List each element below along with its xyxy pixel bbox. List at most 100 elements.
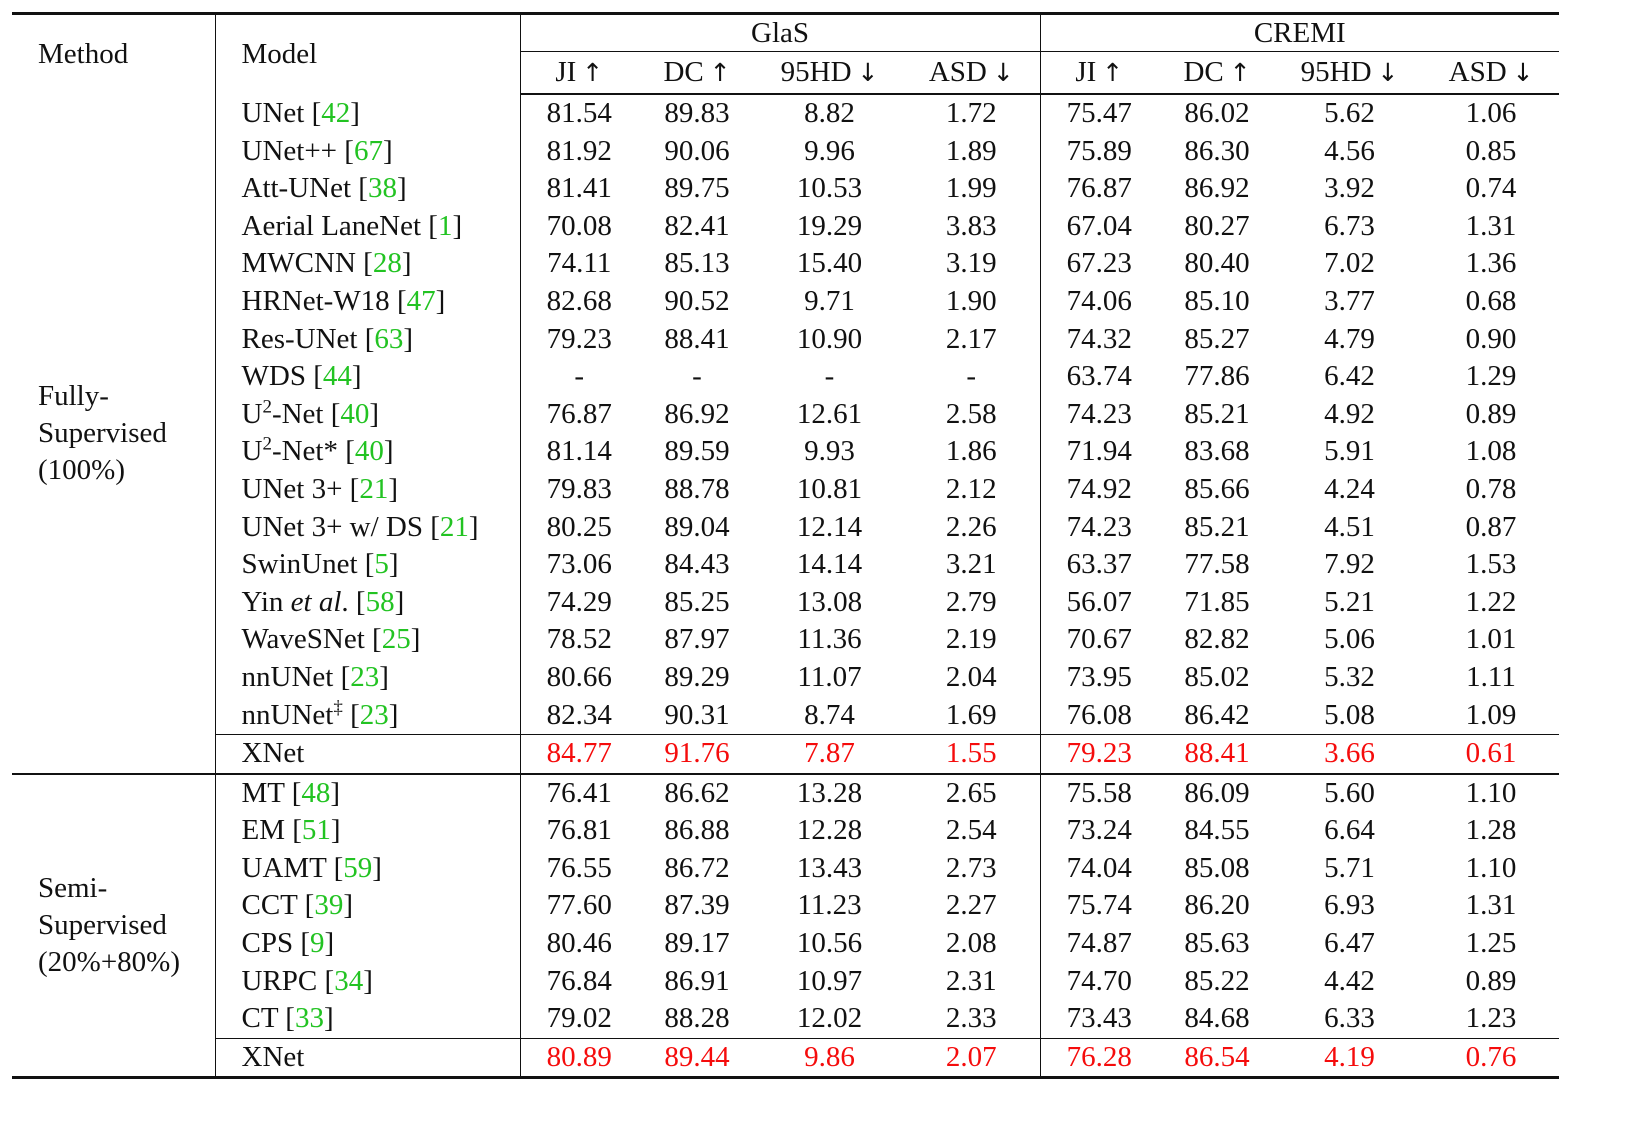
glas-value-cell: 12.14 (796, 510, 863, 543)
glas-value-cell: 8.82 (804, 97, 855, 129)
glas-value-cell: 11.23 (797, 889, 862, 922)
model-name: CCT (241, 889, 298, 922)
glas-value-cell: 74.29 (546, 585, 612, 618)
glas-value-cell: 1.69 (903, 696, 1041, 735)
cremi-value-cell: 86.02 (1184, 97, 1250, 129)
cremi-value-cell: 4.56 (1324, 134, 1375, 167)
model-name-cell: WDS [44] (215, 358, 521, 396)
model-name-cell: XNet (215, 1037, 521, 1078)
glas-value-cell: 13.08 (796, 585, 863, 618)
glas-value-cell: 89.75 (664, 172, 730, 205)
cremi-value-cell: 1.31 (1465, 889, 1517, 922)
model-name: UNet++ (241, 134, 338, 167)
cremi-value-cell: 67.23 (1066, 247, 1132, 280)
model-name: Aerial LaneNet (241, 209, 422, 242)
cremi-value-cell: 85.10 (1184, 284, 1250, 317)
model-name-cell: Att-UNet [38] (215, 170, 521, 208)
model-name-cell: Aerial LaneNet [1] (215, 207, 521, 246)
cremi-value-cell: 0.90 (1465, 322, 1517, 355)
glas-value-cell: 76.55 (546, 851, 612, 884)
table-row: U2-Net* [40] 81.14 89.59 9.93 1.86 71.94 83.68… (12, 433, 1559, 471)
glas-value-cell: 89.29 (664, 660, 730, 693)
section-label: Fully- Supervised (100%) (12, 94, 216, 775)
table-row: URPC [34] 76.84 86.91 10.97 2.31 74.70 85.22 4.… (12, 962, 1559, 1001)
model-name-cell: CT [33] (215, 1000, 521, 1039)
citation-link: 48 (301, 776, 331, 809)
glas-value-cell: 76.87 (546, 397, 612, 430)
glas-value-cell: - (692, 360, 702, 393)
cremi-value-cell: 74.92 (1066, 472, 1132, 505)
glas-value-cell: 79.83 (546, 472, 612, 505)
cremi-value-cell: 73.24 (1066, 814, 1132, 847)
glas-value-cell: 2.73 (903, 849, 1041, 888)
cremi-value-cell: 5.08 (1324, 698, 1375, 731)
glas-value-cell: 19.29 (796, 209, 863, 242)
model-name-suffix: -Net (271, 397, 324, 430)
cremi-metric-header: ASD ↓ (1423, 51, 1560, 95)
model-name: U (241, 397, 263, 430)
metric-label: JI (1075, 56, 1097, 88)
glas-value-cell: 86.72 (664, 851, 730, 884)
glas-value-cell: 90.31 (664, 698, 730, 731)
cremi-value-cell: 5.62 (1324, 97, 1375, 129)
glas-value-cell: 81.54 (546, 97, 612, 129)
cremi-value-cell: 0.89 (1465, 397, 1517, 430)
cremi-value-cell: 76.08 (1066, 698, 1132, 731)
cremi-value-cell: 85.66 (1184, 472, 1250, 505)
cremi-metric-header: JI ↑ (1040, 51, 1158, 95)
cremi-value-cell: 1.31 (1465, 209, 1517, 242)
cremi-value-cell: 0.87 (1465, 510, 1517, 543)
citation-link: 40 (340, 397, 370, 430)
glas-value-cell: 1.90 (903, 282, 1041, 321)
cremi-value-cell: 0.89 (1465, 964, 1517, 997)
cremi-value-cell: 79.23 (1040, 734, 1158, 775)
citation-link: 28 (372, 247, 402, 280)
table-row: Aerial LaneNet [1] 70.08 82.41 19.29 3.83 67.… (12, 207, 1559, 246)
cremi-value-cell: 0.74 (1465, 172, 1517, 205)
cremi-value-cell: 88.41 (1158, 734, 1276, 775)
model-name-cell: SwinUnet [5] (215, 546, 521, 584)
glas-value-cell: 78.52 (546, 623, 612, 656)
model-name-cell: UNet++ [67] (215, 132, 521, 171)
citation-link: 21 (439, 510, 469, 543)
cremi-value-cell: 0.85 (1465, 134, 1517, 167)
model-name: UNet (241, 96, 305, 129)
cremi-value-cell: 84.68 (1184, 1002, 1250, 1035)
cremi-value-cell: 0.68 (1465, 284, 1517, 317)
model-name: CT (241, 1002, 279, 1035)
model-name: HRNet-W18 (241, 284, 390, 317)
metric-direction-arrow: ↑ (709, 58, 731, 87)
table-row: UNet++ [67] 81.92 90.06 9.96 1.89 75.89 86.30 4… (12, 132, 1559, 171)
cremi-value-cell: 56.07 (1066, 585, 1132, 618)
model-name: Res-UNet (241, 322, 358, 355)
cremi-value-cell: 80.40 (1184, 247, 1250, 280)
citation-link: 63 (374, 322, 404, 355)
cremi-value-cell: 6.47 (1324, 927, 1375, 960)
glas-metric-header: ASD ↓ (903, 51, 1041, 95)
glas-value-cell: 2.79 (903, 583, 1041, 622)
cremi-value-cell: 75.89 (1066, 134, 1132, 167)
model-superscript: 2 (262, 396, 272, 418)
section-label: Semi- Supervised (20%+80%) (12, 773, 216, 1078)
model-name-cell: HRNet-W18 [47] (215, 282, 521, 321)
cremi-value-cell: 63.37 (1066, 548, 1132, 581)
glas-value-cell: 1.55 (903, 734, 1041, 775)
model-name-cell: MT [48] (215, 773, 521, 813)
cremi-value-cell: 82.82 (1184, 623, 1250, 656)
model-name: nnUNet (241, 698, 334, 731)
glas-value-cell: 3.83 (903, 207, 1041, 246)
citation-link: 59 (343, 851, 373, 884)
glas-value-cell: - (824, 360, 835, 393)
glas-value-cell: 10.81 (796, 472, 863, 505)
glas-value-cell: 79.23 (546, 322, 612, 355)
glas-value-cell: 9.86 (756, 1037, 903, 1078)
model-name: URPC (241, 964, 318, 997)
glas-value-cell: 7.87 (756, 734, 903, 775)
cremi-value-cell: 86.42 (1184, 698, 1250, 731)
cremi-value-cell: 5.32 (1324, 660, 1375, 693)
citation-link: 5 (374, 548, 389, 581)
section-label-line: Supervised (38, 909, 167, 941)
glas-value-cell: 89.44 (638, 1037, 756, 1078)
glas-value-cell: 10.97 (796, 964, 863, 997)
citation-link: 42 (321, 96, 351, 129)
